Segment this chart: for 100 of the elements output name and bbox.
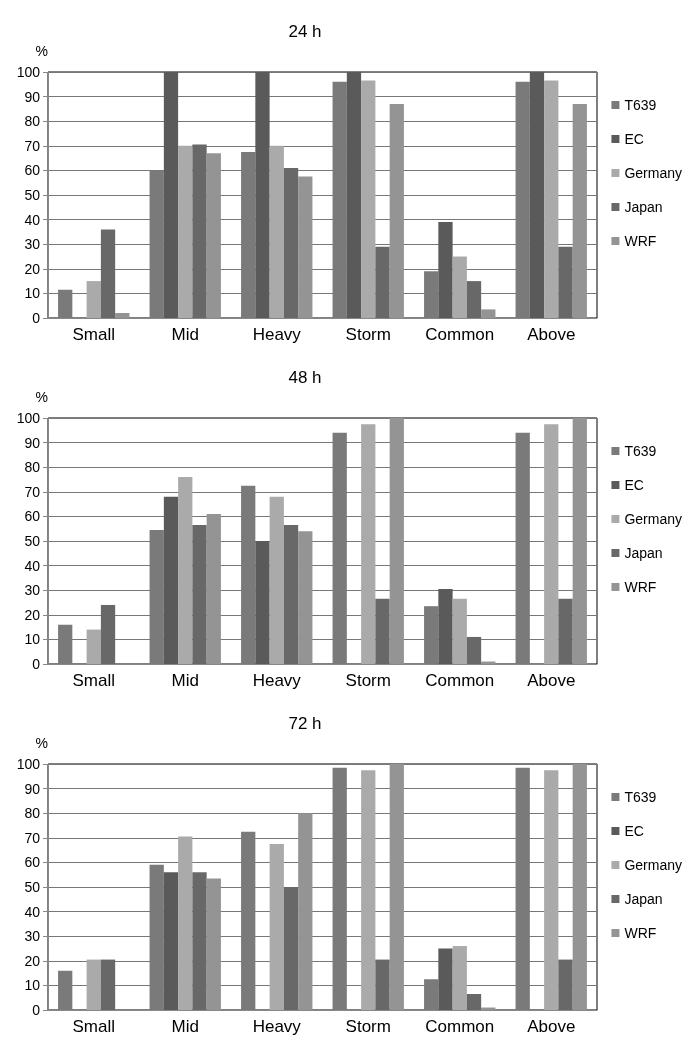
y-tick-label: 10 (24, 977, 41, 994)
legend-label: Japan (624, 545, 663, 561)
y-axis-title: % (35, 735, 48, 751)
bar (438, 588, 453, 664)
bar (178, 145, 193, 318)
y-axis-title: % (35, 389, 48, 405)
bar (163, 72, 179, 318)
y-tick-label: 70 (24, 137, 41, 154)
bar (558, 246, 573, 318)
x-tick-label: Small (72, 1017, 116, 1036)
bar (100, 229, 116, 318)
y-tick-label: 80 (24, 113, 41, 130)
legend-label: EC (624, 477, 644, 493)
y-tick-label: 50 (24, 879, 41, 895)
y-tick-label: 0 (32, 656, 41, 672)
x-tick-label: Above (527, 671, 576, 690)
bar (452, 946, 467, 1010)
y-tick-label: 0 (32, 1002, 41, 1018)
x-tick-label: Mid (171, 671, 199, 690)
y-tick-label: 30 (24, 928, 41, 945)
x-tick-label: Mid (171, 325, 199, 344)
x-tick-label: Storm (345, 325, 391, 344)
legend-label: WRF (624, 579, 657, 595)
legend-label: WRF (624, 233, 657, 249)
bar (255, 72, 270, 318)
bar (100, 604, 116, 664)
x-tick-label: Small (72, 325, 116, 344)
bar (86, 959, 101, 1010)
bar (466, 636, 482, 664)
legend-label: Japan (624, 891, 663, 907)
bar (255, 541, 270, 664)
y-tick-label: 20 (24, 260, 41, 277)
bar (178, 836, 193, 1010)
y-tick-label: 90 (24, 434, 41, 451)
chart-title: 48 h (288, 368, 322, 387)
y-tick-label: 10 (24, 285, 41, 302)
y-tick-label: 10 (24, 631, 41, 648)
x-tick-label: Mid (171, 1017, 199, 1036)
legend-label: T639 (624, 97, 657, 113)
y-tick-label: 100 (16, 410, 41, 426)
x-tick-label: Heavy (252, 325, 302, 344)
bar (375, 598, 390, 664)
legend-label: Germany (624, 165, 683, 181)
y-tick-label: 100 (16, 756, 41, 772)
bar (86, 629, 101, 664)
x-tick-label: Heavy (252, 671, 302, 690)
bar (558, 959, 573, 1010)
bar (529, 72, 545, 318)
y-tick-label: 60 (24, 162, 41, 179)
y-tick-label: 50 (24, 187, 41, 203)
legend-label: T639 (624, 789, 657, 805)
bar (283, 887, 299, 1010)
bar (558, 598, 573, 664)
y-tick-label: 50 (24, 533, 41, 549)
bar (544, 80, 559, 318)
bar (438, 948, 453, 1010)
bar (283, 525, 299, 664)
bar (163, 496, 179, 664)
y-tick-label: 20 (24, 952, 41, 969)
y-tick-label: 90 (24, 780, 41, 797)
y-tick-label: 60 (24, 854, 41, 871)
y-axis-title: % (35, 43, 48, 59)
x-tick-label: Small (72, 671, 116, 690)
y-tick-label: 30 (24, 582, 41, 599)
y-tick-label: 40 (24, 211, 41, 228)
bar (192, 872, 207, 1010)
x-tick-label: Common (425, 671, 495, 690)
bar (269, 145, 284, 318)
y-tick-label: 80 (24, 459, 41, 476)
bar (452, 256, 467, 318)
legend-label: WRF (624, 925, 657, 941)
y-tick-label: 60 (24, 508, 41, 525)
bar (361, 80, 376, 318)
x-tick-label: Common (425, 1017, 495, 1036)
legend-label: EC (624, 823, 644, 839)
legend-label: EC (624, 131, 644, 147)
x-tick-label: Heavy (252, 1017, 302, 1036)
bar (346, 72, 362, 318)
y-tick-label: 20 (24, 606, 41, 623)
bar (86, 281, 101, 318)
legend-label: Germany (624, 511, 683, 527)
legend-label: Japan (624, 199, 663, 215)
y-tick-label: 40 (24, 557, 41, 574)
y-tick-label: 90 (24, 88, 41, 105)
bar (466, 994, 482, 1010)
x-tick-label: Common (425, 325, 495, 344)
bar (192, 525, 207, 664)
bar (283, 167, 299, 318)
bar (269, 843, 284, 1010)
bar (544, 770, 559, 1010)
bar (452, 598, 467, 664)
bar (375, 959, 390, 1010)
legend-label: Germany (624, 857, 683, 873)
bar (361, 424, 376, 664)
y-tick-label: 30 (24, 236, 41, 253)
x-tick-label: Storm (345, 671, 391, 690)
y-tick-label: 70 (24, 483, 41, 500)
chart-title: 72 h (288, 714, 322, 733)
y-tick-label: 80 (24, 805, 41, 822)
bar (375, 246, 390, 318)
